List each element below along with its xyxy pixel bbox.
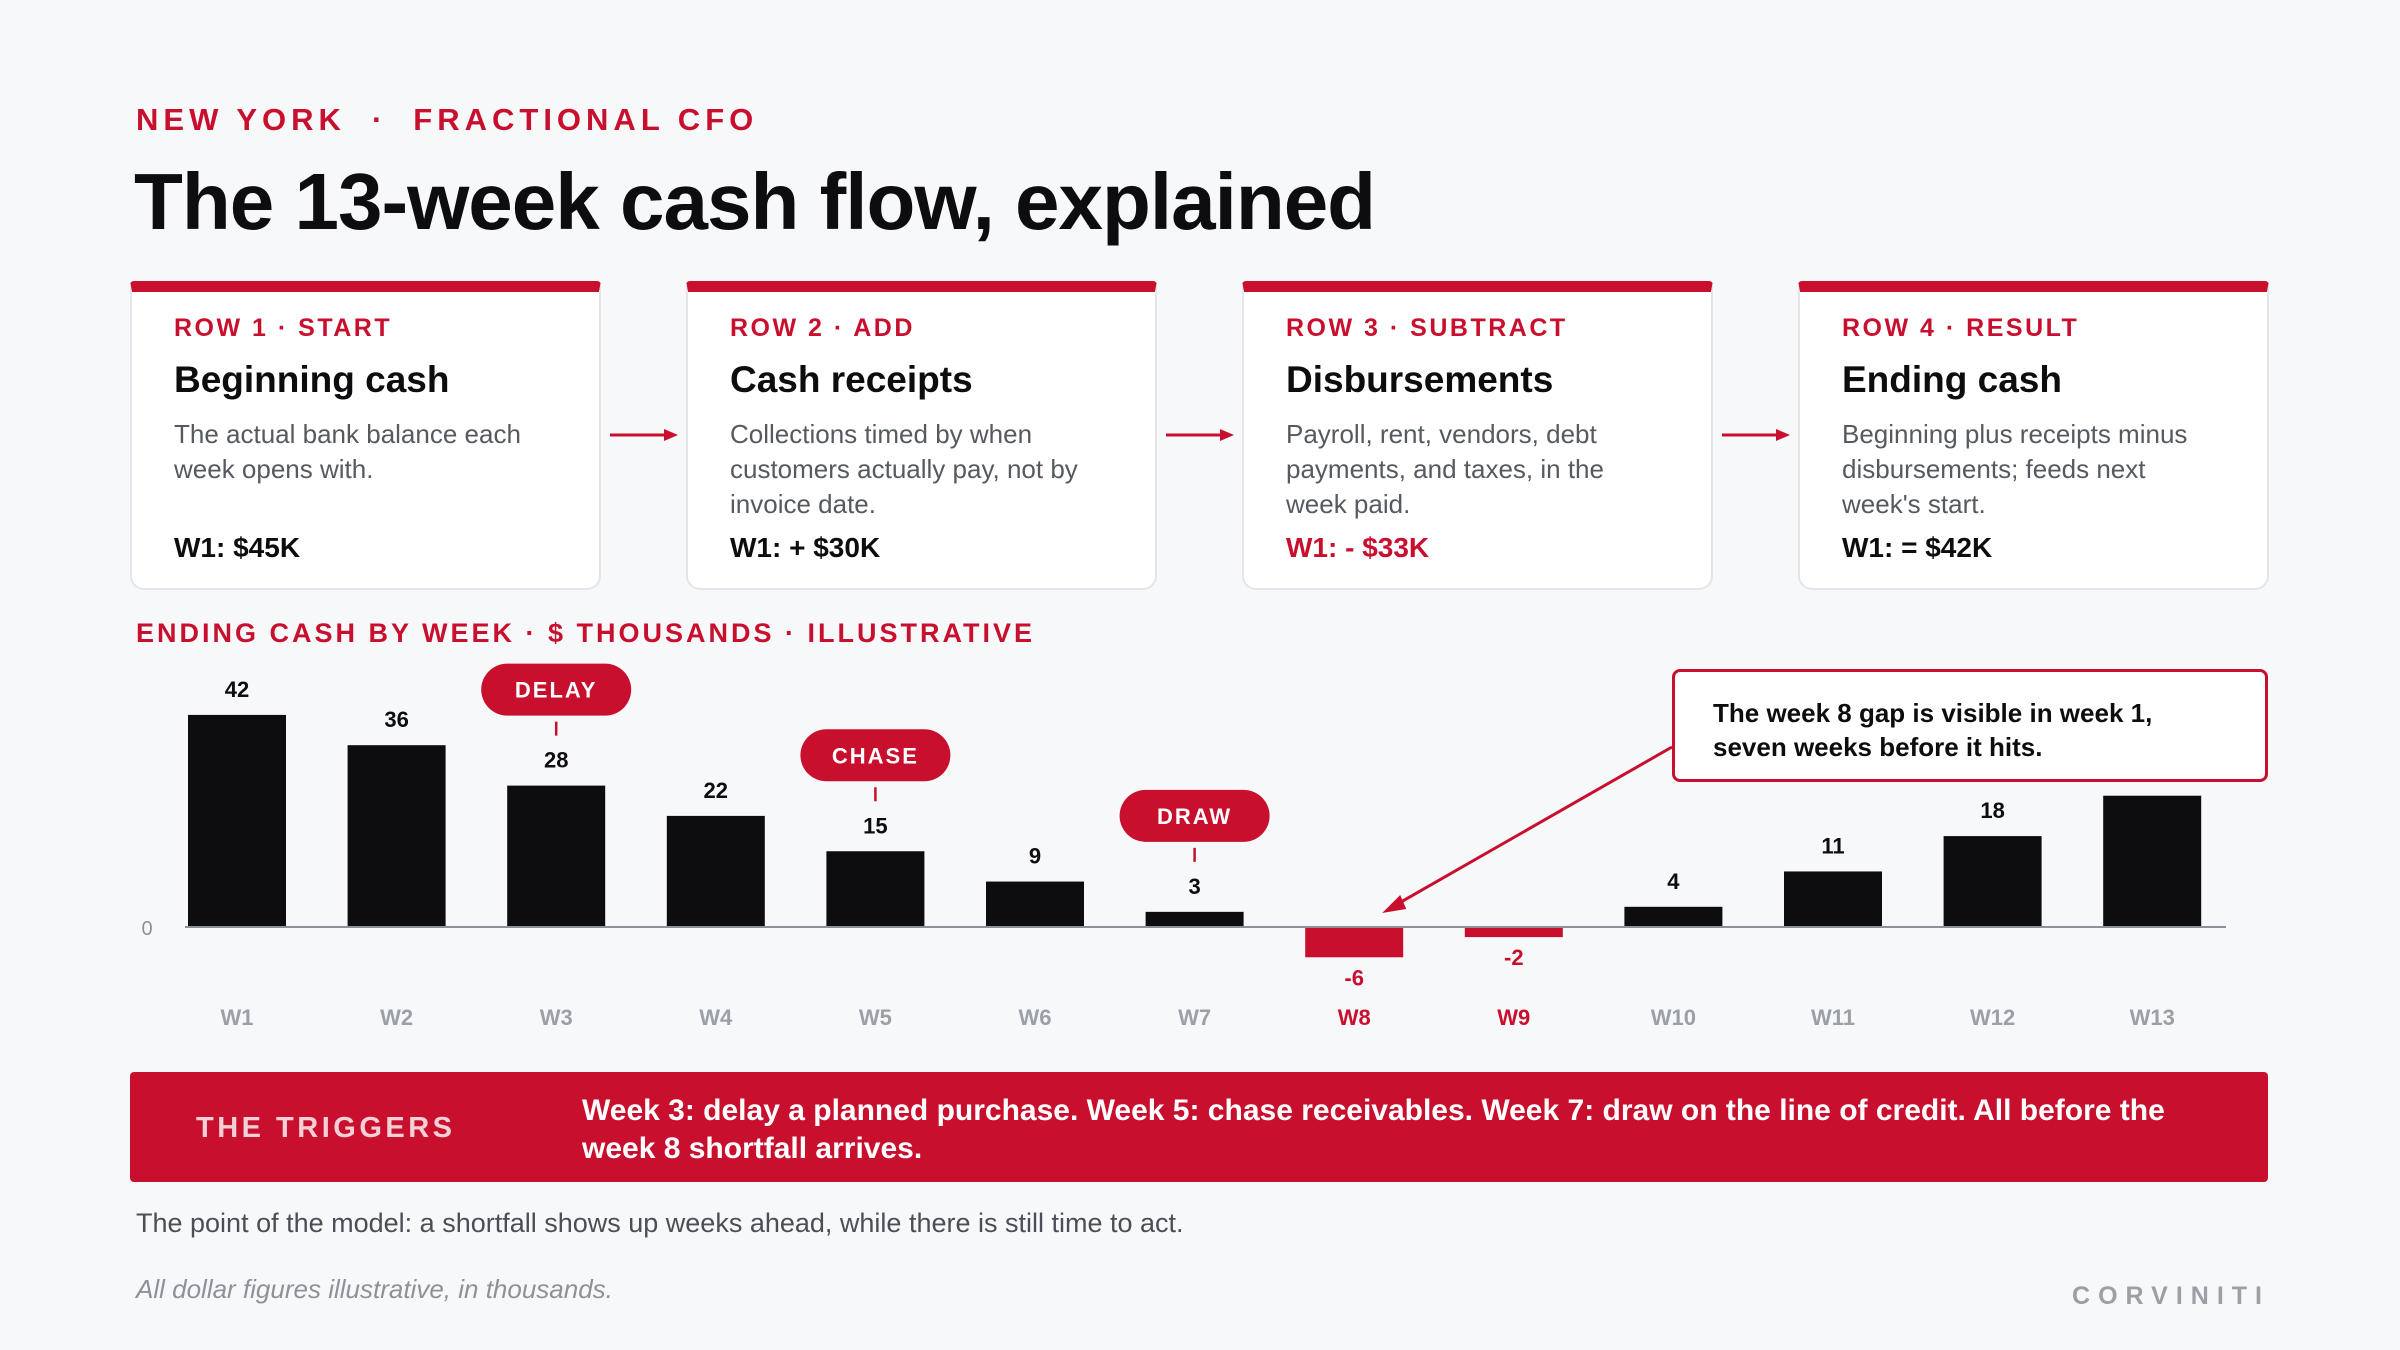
row-w1-value: W1: - $33K [1286, 532, 1430, 563]
trigger-pill-delay [481, 663, 632, 716]
x-tick-w2: W2 [380, 1005, 413, 1030]
x-tick-w13: W13 [2130, 1005, 2175, 1030]
zero-axis-label: 0 [141, 918, 152, 940]
x-tick-w5: W5 [859, 1005, 892, 1030]
row-description: The actual bank balance each week opens … [174, 419, 521, 484]
row-description: Collections timed by when customers actu… [730, 419, 1078, 519]
row-title: Beginning cash [174, 359, 450, 400]
x-tick-w1: W1 [221, 1005, 254, 1030]
ending-cash-bar-chart: 0 42 W1 36 W2 28 W3 22 W4 15 W5 9 W6 3 W7 -6 W8 -2 W9 4 W10 1… [141, 663, 2226, 1030]
data-label-w4: 22 [704, 778, 728, 803]
page-title: The 13-week cash flow, explained [134, 157, 1376, 246]
arrow-right-icon [1722, 429, 1790, 441]
row-title: Disbursements [1286, 359, 1554, 400]
x-tick-w12: W12 [1970, 1005, 2015, 1030]
triggers-label: THE TRIGGERS [196, 1112, 456, 1144]
triggers-text: Week 3: delay a planned purchase. Week 5… [582, 1094, 2165, 1165]
row-tag: ROW 2 · ADD [730, 314, 915, 342]
x-tick-w10: W10 [1651, 1005, 1696, 1030]
callout-box: The week 8 gap is visible in week 1, sev… [1672, 669, 2268, 782]
bar-w4 [666, 815, 765, 927]
row-card-start: ROW 1 · START Beginning cash The actual … [130, 281, 601, 590]
bar-w2 [347, 745, 446, 927]
data-label-w3: 28 [544, 748, 568, 773]
eyebrow-city: NEW YORK [136, 102, 346, 137]
bar-w7 [1145, 911, 1244, 927]
data-label-w8: -6 [1344, 965, 1364, 990]
row-tag: ROW 1 · START [174, 314, 393, 342]
row-w1-value: W1: + $30K [730, 532, 881, 563]
x-tick-w8: W8 [1338, 1005, 1371, 1030]
bar-w6 [986, 881, 1084, 927]
x-tick-w7: W7 [1178, 1005, 1211, 1030]
row-card-result: ROW 4 · RESULT Ending cash Beginning plu… [1798, 281, 2269, 590]
data-label-w12: 18 [1980, 798, 2004, 823]
triggers-banner: THE TRIGGERS Week 3: delay a planned pur… [130, 1072, 2268, 1182]
bar-w12 [1943, 836, 2042, 927]
trigger-pill-chase [800, 729, 951, 782]
summary-text: The point of the model: a shortfall show… [136, 1208, 1184, 1238]
arrow-right-icon [1166, 429, 1234, 441]
data-label-w1: 42 [225, 677, 249, 702]
bar-w13 [2103, 795, 2202, 927]
data-label-w7: 3 [1188, 874, 1200, 899]
data-label-w2: 36 [384, 707, 408, 732]
trigger-pill-label: DELAY [515, 678, 598, 703]
footnote: All dollar figures illustrative, in thou… [136, 1274, 613, 1304]
eyebrow: NEW YORK · FRACTIONAL CFO [136, 102, 758, 138]
chart-label: ENDING CASH BY WEEK · $ THOUSANDS · ILLU… [136, 618, 1036, 648]
row-card-add: ROW 2 · ADD Cash receipts Collections ti… [686, 281, 1157, 590]
bar-w9 [1464, 927, 1563, 938]
row-description: Payroll, rent, vendors, debt payments, a… [1286, 419, 1604, 519]
x-tick-w11: W11 [1811, 1005, 1855, 1030]
trigger-pill-label: CHASE [832, 743, 919, 768]
data-label-w10: 4 [1667, 869, 1680, 894]
bar-w10 [1624, 906, 1723, 927]
bar-w8 [1305, 927, 1404, 958]
data-label-w6: 9 [1029, 844, 1041, 869]
row-title: Ending cash [1842, 359, 2062, 400]
trigger-pill-label: DRAW [1157, 804, 1232, 829]
callout-pointer-line [1391, 745, 1673, 909]
bar-w11 [1784, 871, 1882, 927]
eyebrow-separator: · [371, 102, 388, 137]
x-tick-w9: W9 [1497, 1005, 1530, 1030]
arrow-right-icon [610, 429, 678, 441]
data-label-w9: -2 [1504, 945, 1524, 970]
eyebrow-role: FRACTIONAL CFO [413, 102, 759, 137]
data-label-w5: 15 [863, 813, 887, 838]
row-tag: ROW 3 · SUBTRACT [1286, 314, 1568, 342]
row-w1-value: W1: $45K [174, 532, 301, 563]
row-title: Cash receipts [730, 359, 973, 400]
row-tag: ROW 4 · RESULT [1842, 314, 2080, 342]
row-card-subtract: ROW 3 · SUBTRACT Disbursements Payroll, … [1242, 281, 1713, 590]
bar-w1 [188, 714, 286, 927]
x-tick-w4: W4 [699, 1005, 733, 1030]
bar-w5 [826, 851, 925, 927]
bar-w3 [507, 785, 606, 927]
callout-pointer-arrowhead [1382, 895, 1407, 913]
data-label-w11: 11 [1821, 833, 1844, 858]
brand-wordmark: CORVINITI [2072, 1282, 2270, 1310]
x-tick-w3: W3 [540, 1005, 573, 1030]
x-tick-w6: W6 [1019, 1005, 1052, 1030]
row-description: Beginning plus receipts minus disburseme… [1842, 419, 2188, 519]
trigger-pill-draw [1119, 789, 1270, 842]
row-w1-value: W1: = $42K [1842, 532, 1993, 563]
